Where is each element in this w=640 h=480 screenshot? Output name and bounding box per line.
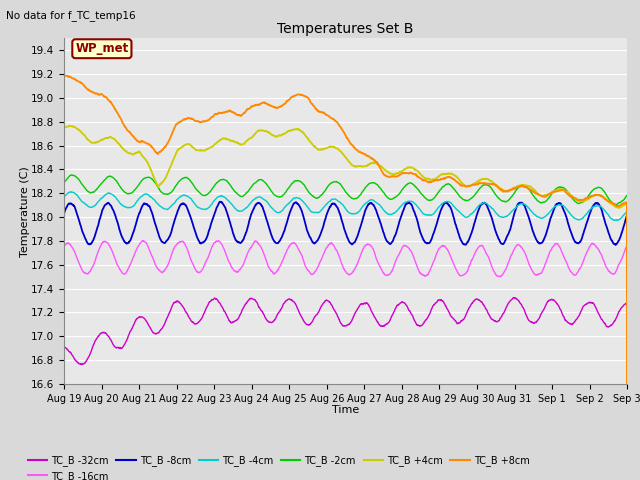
Text: WP_met: WP_met bbox=[76, 42, 129, 55]
Legend: TC_B -32cm, TC_B -16cm, TC_B -8cm, TC_B -4cm, TC_B -2cm, TC_B +4cm, TC_B +8cm: TC_B -32cm, TC_B -16cm, TC_B -8cm, TC_B … bbox=[24, 451, 533, 480]
Title: Temperatures Set B: Temperatures Set B bbox=[277, 22, 414, 36]
X-axis label: Time: Time bbox=[332, 405, 359, 415]
Text: No data for f_TC_temp16: No data for f_TC_temp16 bbox=[6, 10, 136, 21]
Y-axis label: Temperature (C): Temperature (C) bbox=[20, 166, 29, 257]
